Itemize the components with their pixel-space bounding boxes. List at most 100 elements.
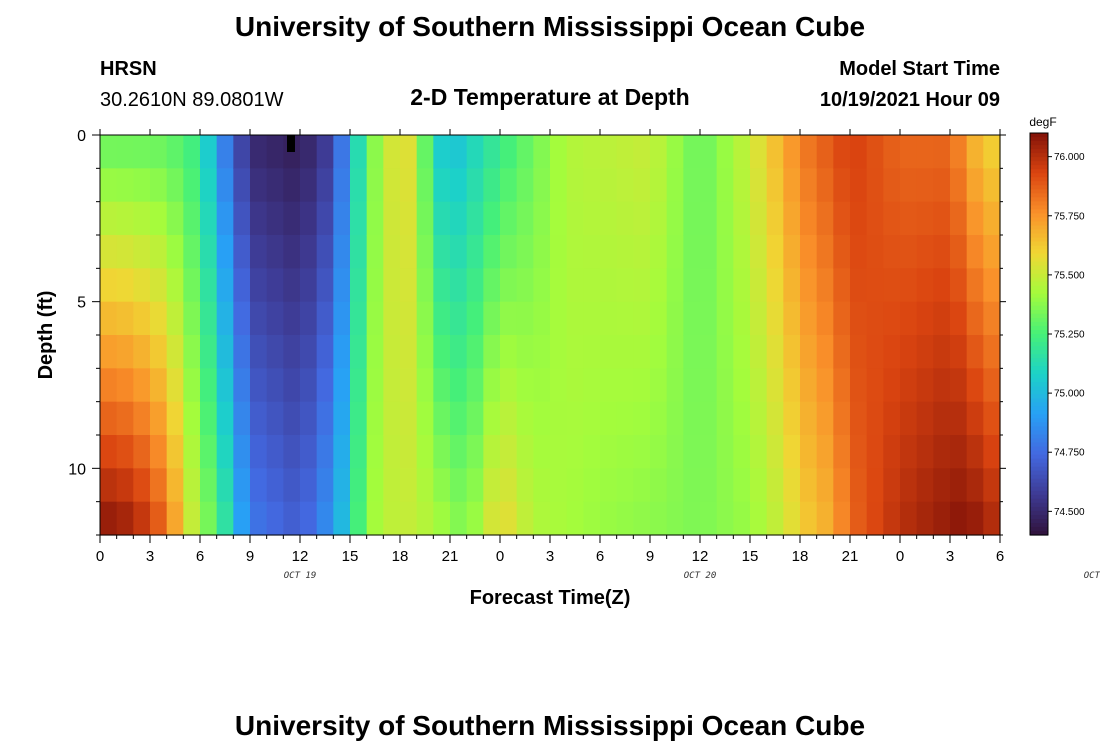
heatmap-cell [566,301,584,336]
heatmap-cell [500,468,518,503]
heatmap-cell [233,135,251,169]
heatmap-cell [950,301,968,336]
colorbar-segment [1030,289,1048,295]
heatmap-cell [200,201,218,236]
heatmap-cell [333,335,351,369]
heatmap-cell [816,201,834,236]
heatmap-cell [350,501,368,536]
heatmap-cell [616,335,634,369]
heatmap-cell [183,335,201,369]
heatmap-cell [750,168,768,203]
heatmap-cell [983,268,1001,303]
heatmap-cell [866,501,884,536]
heatmap-cell [716,368,734,403]
heatmap-cell [300,468,318,503]
heatmap-cell [883,335,901,369]
footer-title: University of Southern Mississippi Ocean… [235,710,865,741]
heatmap-cell [666,335,684,369]
heatmap-cell [266,335,284,369]
heatmap-cell [416,335,434,369]
heatmap-cell [166,435,184,469]
heatmap-cell [766,368,784,403]
colorbar-segment [1030,358,1048,363]
heatmap-cell [400,301,418,336]
heatmap-cell [433,235,451,269]
heatmap-cell [116,335,134,369]
heatmap-cell [716,301,734,336]
heatmap-cell [516,401,534,436]
x-date-label: OCT 19 [284,571,317,581]
heatmap-cell [166,168,184,203]
heatmap-cell [700,235,718,269]
heatmap-cell [450,501,468,536]
heatmap-cell [750,135,768,169]
heatmap-cell [116,268,134,303]
heatmap-cell [400,235,418,269]
heatmap-cell [583,201,601,236]
x-tick-label: 3 [146,548,154,565]
colorbar-unit: degF [1029,115,1056,129]
heatmap-cell [333,268,351,303]
heatmap-cell [166,401,184,436]
colorbar-segment [1030,165,1048,170]
heatmap-cell [616,435,634,469]
colorbar-segment [1030,342,1048,347]
heatmap-cell [533,368,551,403]
heatmap-cell [616,301,634,336]
colorbar-segment [1030,329,1048,335]
heatmap-cell [566,435,584,469]
heatmap-cell [766,435,784,469]
heatmap-cell [766,201,784,236]
heatmap-cell [533,435,551,469]
main-title: University of Southern Mississippi Ocean… [235,11,865,42]
heatmap-cell [783,135,801,169]
heatmap-cell [933,268,951,303]
heatmap-cell [816,401,834,436]
heatmap-cell [800,368,818,403]
heatmap-cell [733,168,751,203]
heatmap-cell [983,468,1001,503]
heatmap-cell [150,501,168,536]
heatmap-cell [866,235,884,269]
heatmap-cell [733,435,751,469]
heatmap-cell [266,401,284,436]
heatmap-cell [483,268,501,303]
heatmap-cell [983,435,1001,469]
colorbar-segment [1030,265,1048,271]
heatmap-cell [183,501,201,536]
heatmap-cell [183,135,201,169]
heatmap-cell [583,501,601,536]
heatmap-cell [916,368,934,403]
heatmap-cell [800,135,818,169]
heatmap-cell [516,201,534,236]
colorbar-segment [1030,225,1048,231]
heatmap-cell [250,435,268,469]
heatmap-cell [100,501,118,536]
heatmap-cell [983,335,1001,369]
heatmap-cell [900,401,918,436]
heatmap-cell [533,401,551,436]
colorbar-segment [1030,141,1048,146]
heatmap-cell [600,335,618,369]
heatmap-cell [233,468,251,503]
heatmap-cell [850,501,868,536]
heatmap-cell [433,135,451,169]
heatmap-cell [416,235,434,269]
x-tick-label: 21 [442,548,459,565]
heatmap-cell [483,368,501,403]
colorbar-tick-label: 74.500 [1054,507,1085,518]
heatmap-cell [683,168,701,203]
heatmap-cell [383,301,401,336]
heatmap-cell [766,168,784,203]
heatmap-cell [133,435,151,469]
heatmap-cell [100,401,118,436]
heatmap-cell [683,435,701,469]
heatmap-cell [600,135,618,169]
heatmap-cell [800,401,818,436]
heatmap-cell [266,501,284,536]
heatmap-cell [333,201,351,236]
heatmap-cell [266,135,284,169]
heatmap-cell [483,401,501,436]
heatmap-cell [683,368,701,403]
heatmap-cell [683,501,701,536]
